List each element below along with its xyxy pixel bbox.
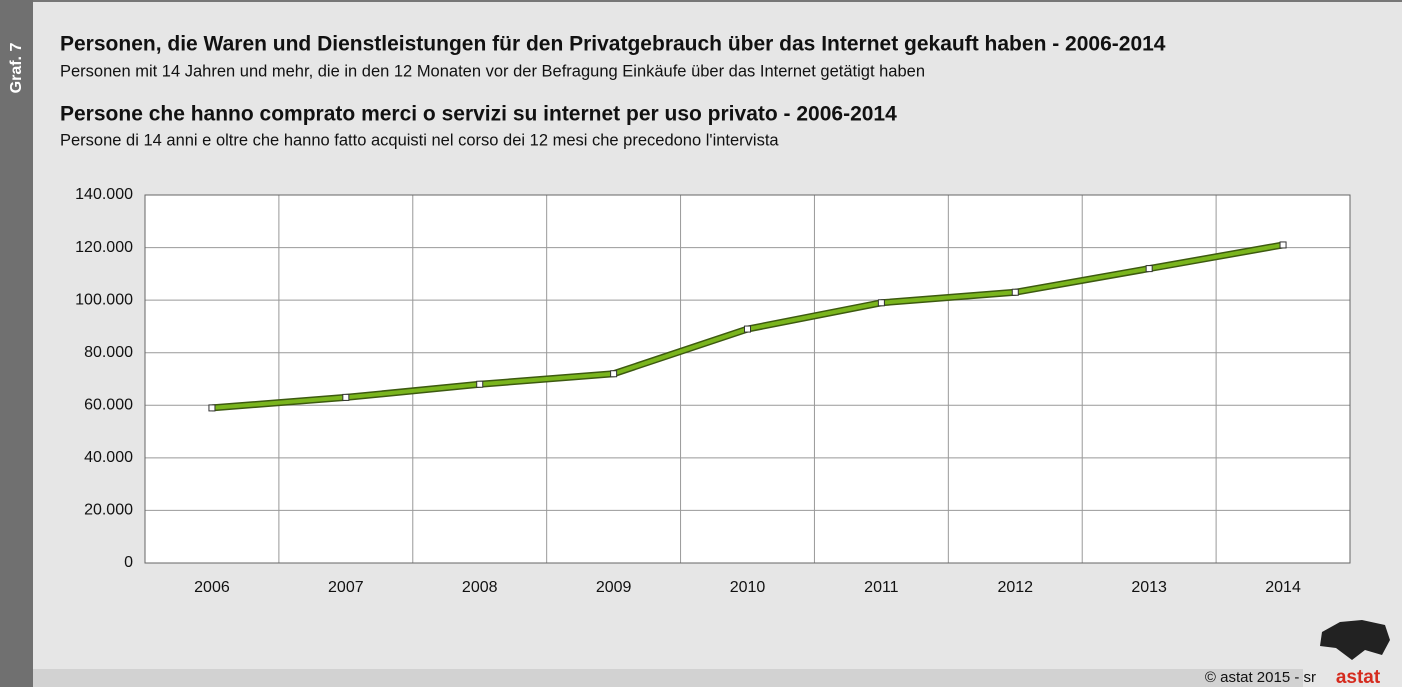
side-bar [0,0,33,687]
copyright: © astat 2015 - sr [1205,669,1316,686]
y-tick-label: 120.000 [75,239,133,256]
marker [342,393,350,401]
marker [476,380,484,388]
plot-area [145,195,1350,563]
marker [208,404,216,412]
y-tick-label: 60.000 [84,397,133,414]
footer-strip [33,669,1303,687]
x-tick-label: 2008 [462,579,498,596]
marker [1145,265,1153,273]
chart-number: Graf. 7 [8,43,25,94]
chart-subtitle-2: Persone di 14 anni e oltre che hanno fat… [60,131,779,149]
y-tick-label: 0 [124,554,133,571]
x-tick-label: 2012 [997,579,1033,596]
y-tick-label: 140.000 [75,186,133,203]
x-tick-label: 2011 [864,579,899,596]
y-tick-label: 100.000 [75,291,133,308]
chart-title: Personen, die Waren und Dienstleistungen… [60,33,1166,56]
marker [610,370,618,378]
marker [744,325,751,333]
x-tick-label: 2009 [596,579,632,596]
top-border [33,0,1402,2]
x-tick-label: 2013 [1131,579,1167,596]
chart-title-2: Persone che hanno comprato merci o servi… [60,103,897,126]
marker [877,299,885,307]
plot-frame [144,194,1351,564]
logo-text: astat [1336,667,1381,687]
x-tick-label: 2006 [194,579,230,596]
x-tick-label: 2010 [730,579,766,596]
x-tick-label: 2014 [1265,579,1301,596]
chart-subtitle: Personen mit 14 Jahren und mehr, die in … [60,62,925,80]
marker [1279,241,1287,249]
y-tick-label: 80.000 [84,344,133,361]
y-tick-label: 20.000 [84,502,133,519]
logo-icon [1320,620,1390,660]
x-tick-label: 2007 [328,579,364,596]
y-tick-label: 40.000 [84,449,133,466]
marker [1011,288,1019,296]
